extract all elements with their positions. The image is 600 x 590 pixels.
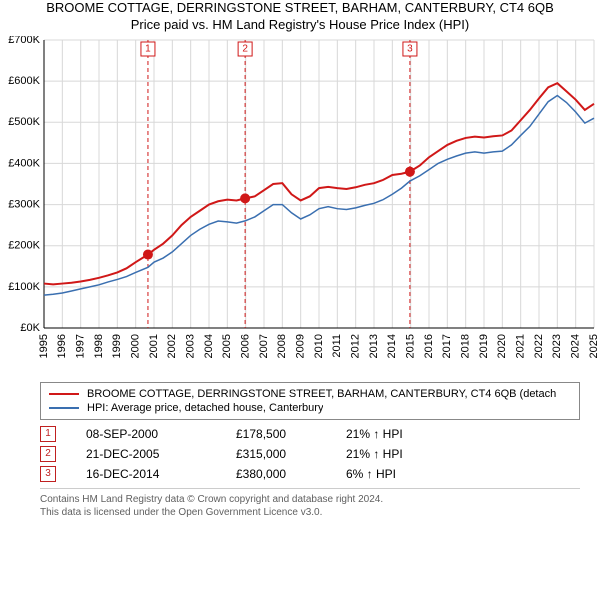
legend-label: BROOME COTTAGE, DERRINGSTONE STREET, BAR… — [87, 388, 556, 400]
sale-marker-icon: 3 — [40, 466, 56, 482]
legend-label: HPI: Average price, detached house, Cant… — [87, 402, 323, 414]
svg-text:1998: 1998 — [93, 334, 105, 358]
sale-date: 21-DEC-2005 — [86, 447, 236, 461]
sale-date: 16-DEC-2014 — [86, 467, 236, 481]
svg-text:1: 1 — [145, 44, 151, 55]
svg-text:2009: 2009 — [295, 334, 307, 358]
sale-pct: 6% ↑ HPI — [346, 467, 466, 481]
svg-text:2020: 2020 — [496, 334, 508, 358]
sale-price: £178,500 — [236, 427, 346, 441]
legend-swatch — [49, 393, 79, 395]
sale-date: 08-SEP-2000 — [86, 427, 236, 441]
svg-text:2010: 2010 — [313, 334, 325, 358]
svg-text:1995: 1995 — [38, 334, 50, 358]
svg-text:2004: 2004 — [203, 334, 215, 358]
svg-text:2022: 2022 — [533, 334, 545, 358]
sale-pct: 21% ↑ HPI — [346, 427, 466, 441]
svg-text:2019: 2019 — [478, 334, 490, 358]
svg-text:2005: 2005 — [221, 334, 233, 358]
sale-row: 1 08-SEP-2000£178,50021% ↑ HPI — [40, 424, 580, 444]
legend-item: HPI: Average price, detached house, Cant… — [49, 401, 571, 415]
svg-text:2001: 2001 — [148, 334, 160, 358]
svg-text:2025: 2025 — [588, 334, 600, 358]
sale-row: 2 21-DEC-2005£315,00021% ↑ HPI — [40, 444, 580, 464]
title-line-1: BROOME COTTAGE, DERRINGSTONE STREET, BAR… — [0, 0, 600, 17]
sale-price: £315,000 — [236, 447, 346, 461]
footer-line-2: This data is licensed under the Open Gov… — [40, 506, 580, 519]
price-chart: £0K £100K £200K £300K £400K £500K £600K £700K 19… — [0, 36, 600, 376]
svg-text:2017: 2017 — [441, 334, 453, 358]
svg-text:2013: 2013 — [368, 334, 380, 358]
svg-text:1999: 1999 — [111, 334, 123, 358]
legend-swatch — [49, 407, 79, 409]
legend-item: BROOME COTTAGE, DERRINGSTONE STREET, BAR… — [49, 387, 571, 401]
svg-text:2012: 2012 — [350, 334, 362, 358]
footer-line-1: Contains HM Land Registry data © Crown c… — [40, 493, 580, 506]
svg-text:£200K: £200K — [8, 240, 40, 252]
svg-text:2021: 2021 — [515, 334, 527, 358]
svg-text:2003: 2003 — [185, 334, 197, 358]
svg-text:£100K: £100K — [8, 281, 40, 293]
svg-text:1996: 1996 — [56, 334, 68, 358]
svg-text:£0K: £0K — [20, 322, 40, 334]
svg-text:2: 2 — [242, 44, 248, 55]
sale-marker-icon: 1 — [40, 426, 56, 442]
svg-text:2011: 2011 — [331, 334, 343, 358]
svg-text:£500K: £500K — [8, 116, 40, 128]
svg-text:1997: 1997 — [75, 334, 87, 358]
svg-text:2018: 2018 — [460, 334, 472, 358]
svg-text:2015: 2015 — [405, 334, 417, 358]
attribution-footer: Contains HM Land Registry data © Crown c… — [40, 488, 580, 519]
svg-text:£300K: £300K — [8, 198, 40, 210]
sale-marker-icon: 2 — [40, 446, 56, 462]
svg-text:3: 3 — [407, 44, 413, 55]
svg-text:2006: 2006 — [240, 334, 252, 358]
svg-text:£700K: £700K — [8, 36, 40, 46]
svg-text:2014: 2014 — [386, 334, 398, 358]
svg-text:2000: 2000 — [130, 334, 142, 358]
svg-text:£400K: £400K — [8, 157, 40, 169]
legend: BROOME COTTAGE, DERRINGSTONE STREET, BAR… — [40, 382, 580, 420]
svg-text:2008: 2008 — [276, 334, 288, 358]
svg-text:£600K: £600K — [8, 75, 40, 87]
sales-table: 1 08-SEP-2000£178,50021% ↑ HPI 2 21-DEC-200… — [40, 424, 580, 484]
svg-text:2023: 2023 — [551, 334, 563, 358]
title-line-2: Price paid vs. HM Land Registry's House … — [0, 17, 600, 32]
svg-text:2024: 2024 — [570, 334, 582, 358]
sale-price: £380,000 — [236, 467, 346, 481]
svg-text:2016: 2016 — [423, 334, 435, 358]
svg-text:2002: 2002 — [166, 334, 178, 358]
sale-row: 3 16-DEC-2014£380,0006% ↑ HPI — [40, 464, 580, 484]
sale-pct: 21% ↑ HPI — [346, 447, 466, 461]
svg-text:2007: 2007 — [258, 334, 270, 358]
